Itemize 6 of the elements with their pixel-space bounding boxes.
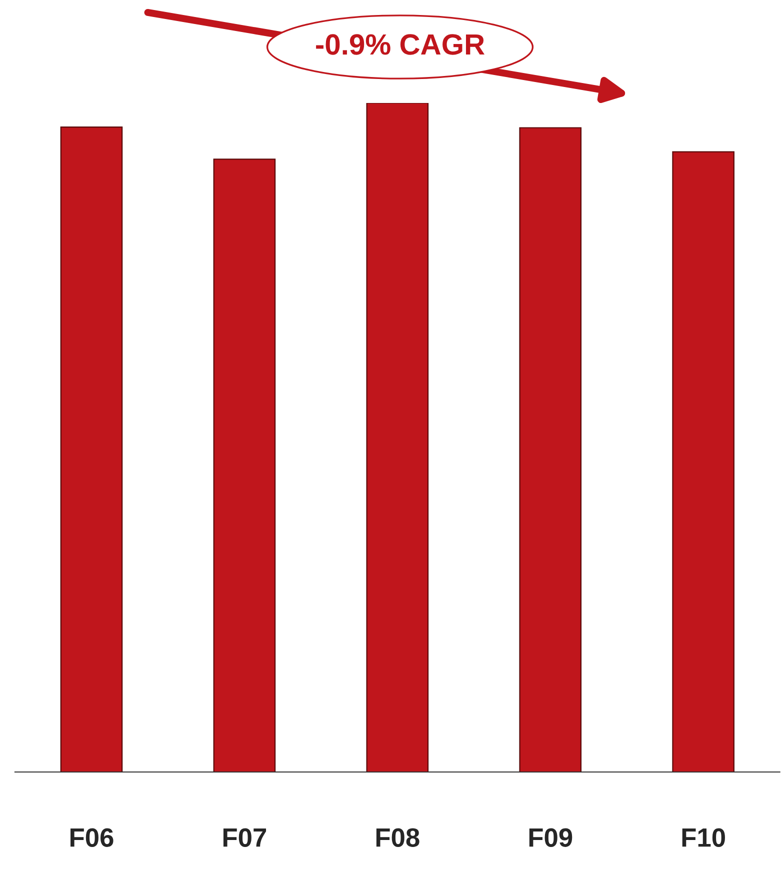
x-tick-label: F10 [682,828,725,847]
x-tick-label: F06 [70,828,114,847]
x-tick-label: F09 [529,828,572,847]
text: -0.9% CAGR [316,34,484,55]
x-tick-label: F08 [376,828,420,847]
x-tick-label: F07 [223,828,266,847]
